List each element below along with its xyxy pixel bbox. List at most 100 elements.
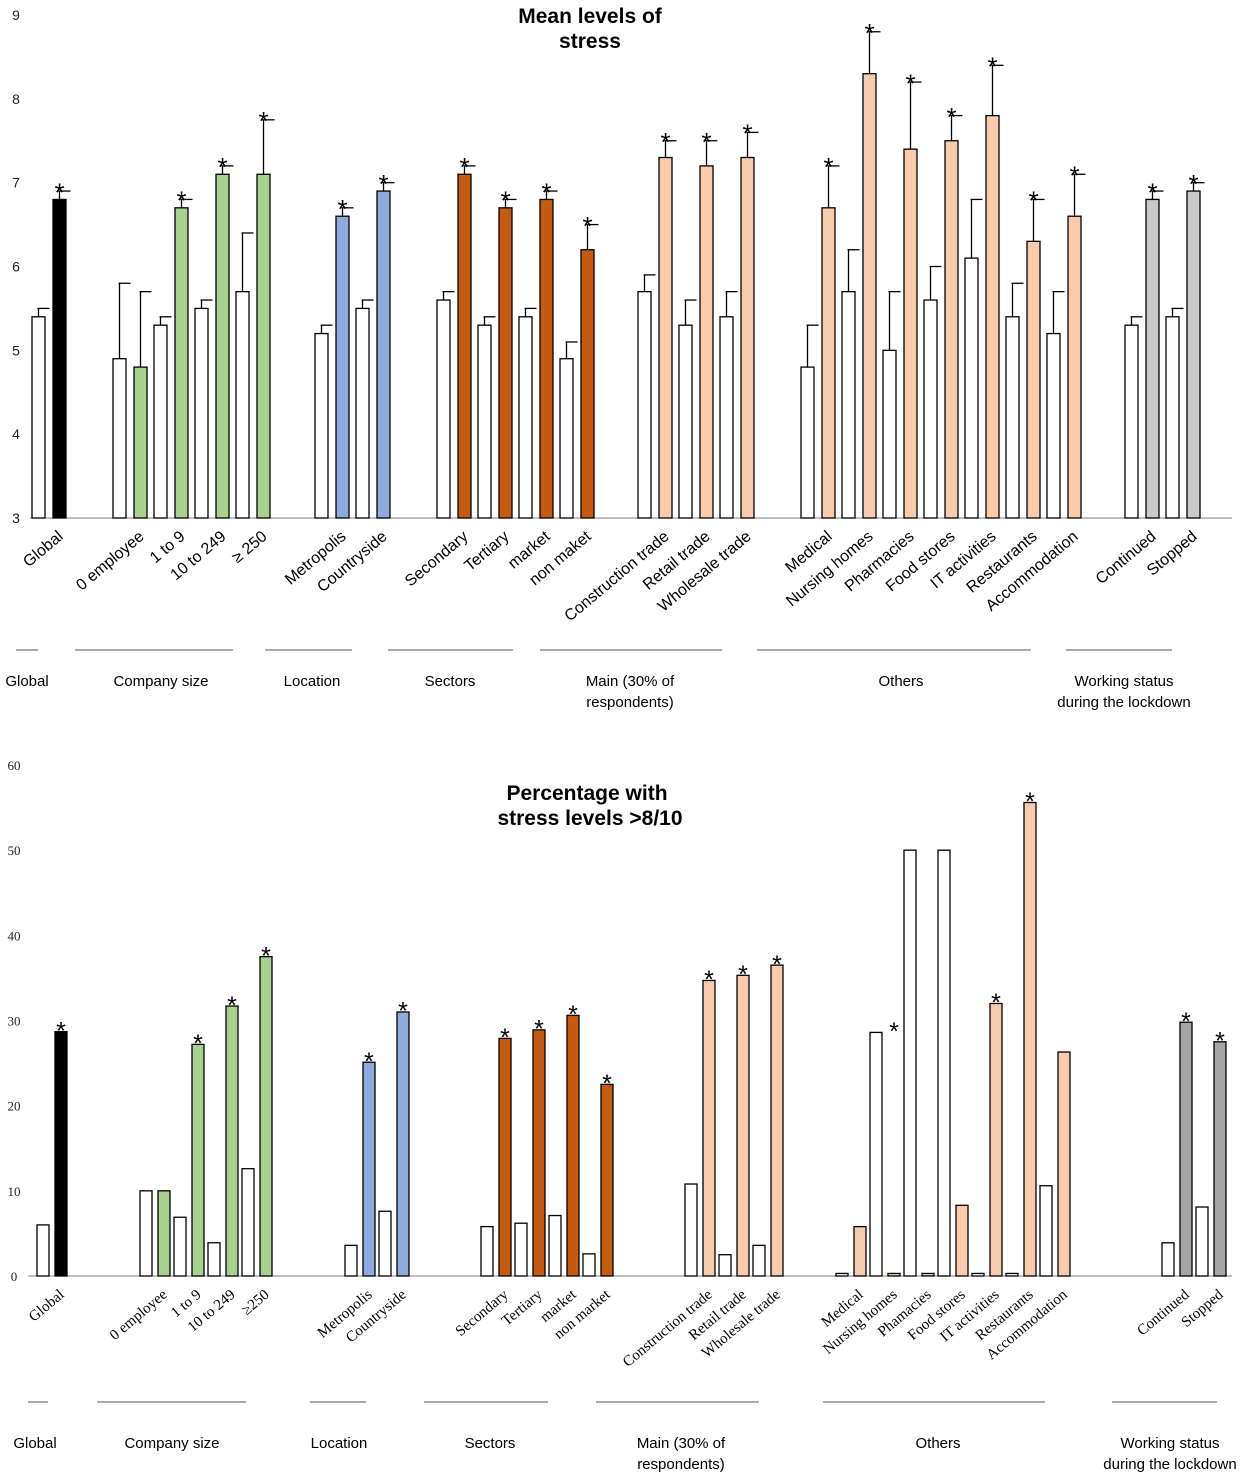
x-tick-label: ≥250 — [239, 1287, 273, 1319]
significance-star: * — [946, 102, 956, 132]
reference-bar — [173, 1216, 187, 1277]
reference-bar — [903, 849, 917, 1277]
reference-bar — [1161, 1242, 1175, 1277]
comparison-bar — [174, 207, 189, 519]
comparison-bar — [955, 1204, 969, 1277]
group-label: Working status — [1075, 673, 1174, 690]
significance-star: * — [738, 961, 748, 989]
reference-bar — [964, 257, 979, 519]
group-label: during the lockdown — [1103, 1456, 1236, 1473]
x-tick-label: Continued — [1093, 528, 1160, 588]
reference-bar — [719, 316, 734, 519]
group-label: Others — [878, 673, 923, 690]
comparison-bar — [580, 249, 595, 519]
y-tick-label: 50 — [8, 843, 21, 858]
significance-star: * — [541, 177, 551, 207]
group-label: respondents) — [586, 694, 674, 711]
group-label: Location — [284, 673, 341, 690]
significance-star: * — [582, 211, 592, 241]
comparison-bar — [770, 964, 784, 1277]
comparison-bar — [256, 173, 271, 519]
significance-star: * — [772, 951, 782, 979]
significance-star: * — [337, 194, 347, 224]
y-tick-label: 10 — [8, 1184, 21, 1199]
reference-bar — [235, 290, 250, 519]
comparison-bar — [1026, 240, 1041, 519]
reference-bar — [1165, 316, 1180, 519]
comparison-bar — [457, 173, 472, 519]
significance-star: * — [864, 18, 874, 48]
reference-bar — [194, 307, 209, 519]
reference-bar — [514, 1222, 528, 1277]
mean-stress-panel: Mean levels of stress 3 4 5 6 7 8 9 * Global Glob… — [5, 5, 1232, 711]
y-tick-label: 7 — [12, 175, 20, 191]
chart-title-line-1: Percentage with — [506, 782, 667, 805]
y-tick-label: 4 — [12, 426, 20, 442]
reference-bar — [31, 316, 46, 519]
reference-bar — [841, 290, 856, 519]
comparison-bar — [985, 114, 1000, 519]
comparison-bar — [396, 1011, 410, 1277]
significance-star: * — [1215, 1028, 1225, 1056]
significance-star: * — [398, 998, 408, 1026]
group-label: Global — [13, 1435, 56, 1452]
y-tick-label: 8 — [12, 91, 20, 107]
reference-bar — [477, 324, 492, 519]
y-tick-label: 3 — [12, 510, 20, 526]
comparison-bar — [702, 979, 716, 1277]
significance-star: * — [823, 152, 833, 182]
reference-bar — [1124, 324, 1139, 519]
reference-bar — [112, 358, 127, 519]
group-label: respondents) — [637, 1456, 725, 1473]
chart-title-line-2: stress — [559, 30, 621, 53]
significance-star: * — [217, 152, 227, 182]
reference-bar — [678, 324, 693, 519]
group-label: Sectors — [465, 1435, 516, 1452]
significance-star: * — [193, 1030, 203, 1058]
reference-bar — [559, 358, 574, 519]
comparison-bar — [944, 140, 959, 519]
x-tick-label: 0 employee — [107, 1287, 171, 1344]
y-tick-label: 40 — [8, 928, 21, 943]
comparison-bar — [157, 1190, 171, 1277]
comparison-bar — [1145, 198, 1160, 519]
comparison-bar — [498, 1037, 512, 1277]
y-tick-label: 9 — [12, 7, 20, 23]
comparison-bar — [1067, 215, 1082, 519]
significance-star: * — [459, 152, 469, 182]
y-tick-label: 20 — [8, 1099, 21, 1114]
significance-star: * — [176, 186, 186, 216]
comparison-bar — [54, 1030, 68, 1277]
group-label: Company size — [113, 673, 208, 690]
comparison-bar — [862, 73, 877, 519]
comparison-bar — [362, 1061, 376, 1277]
reference-bar — [1039, 1185, 1053, 1277]
significance-star: * — [364, 1048, 374, 1076]
group-label: during the lockdown — [1057, 694, 1190, 711]
comparison-bar — [989, 1002, 1003, 1277]
comparison-bar — [736, 974, 750, 1277]
significance-star: * — [889, 1018, 899, 1046]
y-tick-label: 5 — [12, 342, 20, 358]
group-label: Sectors — [425, 673, 476, 690]
y-tick-label: 30 — [8, 1014, 21, 1029]
reference-bar — [355, 307, 370, 519]
reference-bar — [1005, 1272, 1019, 1277]
significance-star: * — [500, 186, 510, 216]
reference-bar — [718, 1254, 732, 1277]
significance-star: * — [378, 169, 388, 199]
comparison-bar — [903, 148, 918, 519]
reference-bar — [436, 299, 451, 519]
significance-star: * — [602, 1070, 612, 1098]
comparison-bar — [1179, 1021, 1193, 1277]
significance-star: * — [987, 52, 997, 82]
y-tick-label: 6 — [12, 259, 20, 275]
significance-star: * — [1028, 186, 1038, 216]
comparison-bar — [1057, 1051, 1071, 1277]
group-label: Main (30% of — [637, 1435, 726, 1452]
comparison-bar — [225, 1005, 239, 1277]
significance-star: * — [660, 127, 670, 157]
significance-star: * — [742, 119, 752, 149]
significance-star: * — [1181, 1008, 1191, 1036]
